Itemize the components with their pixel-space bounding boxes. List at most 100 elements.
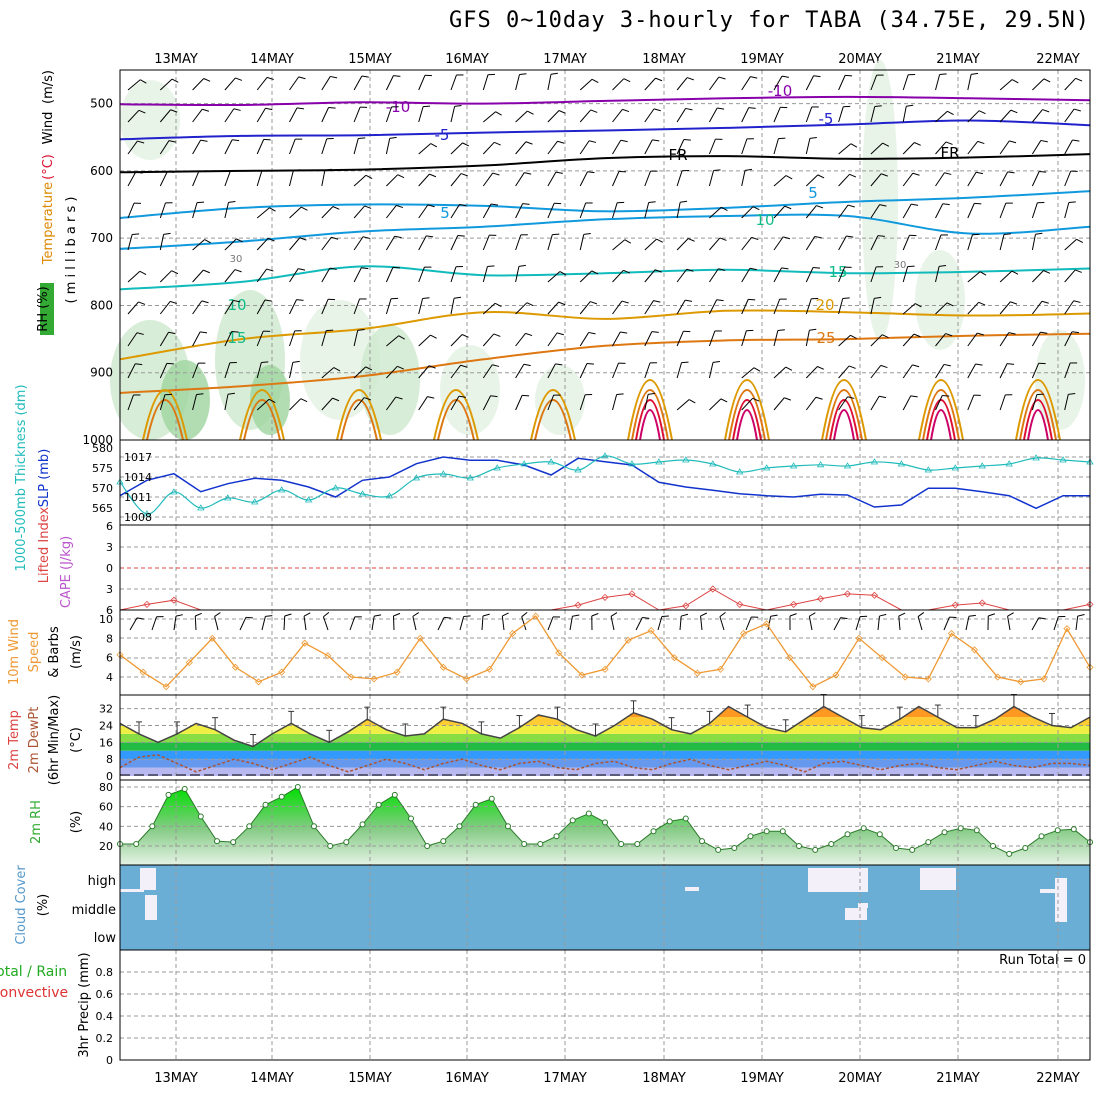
temperature-contour--10 — [119, 95, 1091, 107]
wind-barb — [256, 139, 265, 155]
contour-label: FR — [668, 146, 687, 164]
wind-barb-flag — [430, 143, 438, 148]
wind-barb-flag — [261, 361, 269, 364]
wind-barb — [709, 237, 721, 251]
date-label-top: 21MAY — [936, 52, 980, 67]
wind-barb-flag — [945, 141, 953, 145]
wind-barb — [870, 396, 880, 411]
wind-barb-flag — [1010, 301, 1018, 305]
wind-barb — [1064, 139, 1073, 155]
wind-barb-flag — [303, 612, 311, 617]
wind-barb-flag — [1068, 393, 1076, 395]
wind-barb — [385, 267, 394, 283]
wind-barb — [349, 616, 356, 631]
date-label-top: 15MAY — [348, 52, 392, 67]
dewpoint2m-line — [119, 754, 1091, 773]
wind-barb-flag — [898, 612, 906, 617]
thickness-marker — [439, 470, 448, 477]
wind-barb-flag — [1075, 269, 1082, 273]
wind-barb — [999, 171, 1009, 187]
wind-barb-flag — [361, 75, 369, 78]
surface-warm-contour — [926, 399, 956, 441]
wind-barb-flag — [427, 396, 435, 399]
wind-speed-marker — [208, 634, 216, 642]
wind-barb — [127, 332, 138, 347]
thickness-marker — [251, 498, 259, 505]
rh2m-marker — [973, 827, 980, 834]
wind-barb-flag — [789, 613, 797, 617]
wind-barb — [159, 140, 170, 155]
wind-barb — [773, 397, 785, 411]
slp-tick: 1014 — [124, 471, 152, 484]
wind-barb-flag — [978, 301, 986, 306]
rh2m-marker — [246, 823, 253, 830]
wind-barb — [1031, 140, 1042, 155]
rh2m-marker — [893, 845, 899, 851]
rh-tick: 40 — [99, 820, 113, 833]
wind-barb — [1064, 331, 1073, 347]
thickness-tick: 580 — [92, 442, 113, 455]
wind-barb-flag — [331, 236, 339, 240]
wind-barb — [579, 270, 593, 283]
rh-axis-label: RH (%) — [36, 286, 51, 331]
wind-barb — [999, 234, 1005, 251]
lifted-index-marker — [736, 600, 744, 608]
li-tick: 6 — [106, 520, 113, 533]
wind-barb-flag — [1075, 77, 1083, 82]
wind-barb — [999, 140, 1010, 155]
wind-barb-flag — [749, 267, 757, 271]
wind-speed-line — [119, 615, 1091, 688]
wind-barb-flag — [227, 392, 235, 395]
rh2m-marker — [537, 841, 544, 847]
surface-warm-contour — [142, 389, 188, 441]
wind-barb — [644, 170, 652, 187]
rh2m-marker — [650, 828, 657, 835]
wind-barb — [127, 140, 138, 155]
wind-barb — [708, 76, 720, 91]
thickness-marker — [924, 466, 933, 473]
slp-thickness-panel — [116, 440, 1094, 525]
temperature-contour-10 — [119, 213, 1091, 250]
contour-label: 15 — [227, 329, 246, 347]
wind-barb — [192, 239, 206, 251]
temp2m-panel — [119, 694, 1091, 780]
wind-barb-flag — [494, 141, 501, 146]
cloud-axis-label: Cloud Cover — [14, 865, 29, 945]
wind-barb-flag — [1038, 617, 1046, 620]
wind-barb-flag — [236, 238, 243, 243]
lifted-index-marker — [628, 590, 636, 598]
date-label-bottom: 21MAY — [936, 1071, 980, 1086]
wind-barb-flag — [1073, 300, 1081, 303]
wind-barb-flag — [610, 612, 618, 617]
temperature-contour-5 — [119, 190, 1091, 219]
wind-barb — [708, 299, 718, 315]
wind-barb — [547, 616, 554, 631]
lifted-index-marker — [601, 593, 609, 601]
wind-barb-flag — [642, 617, 650, 619]
wind-barb-flag — [196, 393, 204, 395]
wind-barb — [741, 76, 751, 91]
wind-speed-marker — [116, 651, 124, 659]
rh2m-marker — [359, 821, 366, 828]
wind-barb-flag — [616, 393, 624, 396]
surface-warm-contour — [833, 409, 855, 441]
surface-warm-contour — [340, 399, 378, 441]
rh2m-marker — [796, 843, 802, 849]
wind-barb — [321, 397, 333, 411]
wind-barb-flag — [712, 361, 721, 363]
wind-barb — [159, 301, 171, 315]
pressure-axis-label: ( m i l l i b a r s ) — [64, 197, 79, 304]
wind-barb-flag — [590, 109, 598, 113]
wind-barb — [935, 172, 945, 187]
wind-barb-flag — [296, 299, 304, 301]
wind-barb-flag — [814, 235, 822, 239]
wind-barb — [1064, 394, 1069, 411]
wind-barb — [999, 301, 1011, 315]
wind-barb-flag — [572, 614, 580, 617]
wind-speed-marker — [670, 654, 678, 662]
wind-barb-flag — [847, 396, 855, 399]
wind-barb — [644, 362, 651, 379]
wind-barb-flag — [681, 613, 689, 617]
wind10m-panel — [116, 610, 1094, 695]
